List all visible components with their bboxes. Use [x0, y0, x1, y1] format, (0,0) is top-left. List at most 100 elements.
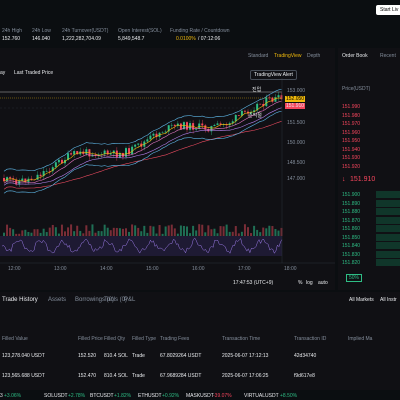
ticker-change: +3.06%: [4, 393, 22, 399]
volume-bar: [231, 231, 234, 236]
cell: 810.4 SOL: [104, 353, 128, 359]
candle-body: [265, 97, 268, 107]
volume-bar: [39, 232, 42, 236]
candle-body: [134, 144, 137, 147]
volume-bar: [54, 227, 57, 236]
volume-bar: [222, 226, 225, 236]
candle-body: [48, 170, 51, 172]
volume-bar: [259, 232, 262, 236]
candle-body: [91, 154, 94, 157]
volume-bar: [60, 224, 63, 236]
trade-tab[interactable]: Trade History: [2, 297, 38, 303]
ma-line: [3, 110, 282, 194]
volume-bar: [173, 228, 176, 236]
price-type: Last Traded Price: [14, 70, 54, 76]
cell: Trade: [132, 353, 145, 359]
volume-bar: [247, 227, 249, 236]
cell: 2025-06-07 17:06:25: [222, 373, 269, 379]
view-tab: Standard: [248, 53, 269, 59]
volume-bar: [57, 233, 60, 236]
volume-bar: [164, 226, 167, 236]
cell: 67.8029264 USDT: [160, 353, 202, 359]
ticker-change: -39.07%: [213, 393, 232, 399]
bid-price: 151.850: [342, 234, 361, 241]
volume-bar: [152, 226, 155, 236]
bid-price: 151.870: [342, 217, 361, 224]
time-axis-label: 12:00: [8, 266, 21, 272]
volume-bar: [195, 230, 198, 236]
volume-bar: [24, 229, 27, 236]
volume-bar: [161, 233, 164, 236]
cell: 123,565.688 USDT: [2, 373, 45, 379]
volume-bar: [237, 233, 240, 236]
volume-bar: [137, 227, 140, 236]
trade-tab[interactable]: Borrowings (0): [75, 297, 115, 303]
volume-bar: [42, 228, 45, 236]
candle-body: [253, 110, 256, 112]
candle-body: [210, 126, 213, 132]
ask-price: 151.980: [342, 112, 361, 119]
candle-body: [106, 150, 109, 155]
depth-bar: [376, 191, 400, 198]
candle-body: [36, 174, 39, 180]
ticker-change: +8.50%: [280, 393, 298, 399]
column-header: Transaction Time: [222, 336, 261, 342]
cell: 2025-06-07 17:12:13: [222, 353, 269, 359]
candle-body: [243, 110, 246, 112]
candle-body: [277, 95, 280, 98]
volume-bar: [274, 229, 277, 236]
countdown: / 07:12:06: [198, 36, 221, 42]
candle-body: [70, 153, 73, 155]
volume-bar: [204, 232, 207, 236]
price-axis-label: 147.000: [287, 176, 306, 182]
volume-bar: [170, 224, 173, 236]
chart-control: %: [298, 280, 303, 286]
start-button[interactable]: Start Liv: [376, 5, 400, 15]
tv-alert[interactable]: TradingView Alert: [250, 70, 297, 80]
trade-tab[interactable]: Tools (0): [104, 297, 128, 303]
ma-line: [3, 97, 282, 182]
volume-bar: [131, 224, 134, 236]
ticker-symbol: 3: [0, 393, 3, 399]
candle-body: [39, 174, 42, 177]
ma-line: [3, 107, 282, 186]
trade-tab[interactable]: Assets: [48, 297, 67, 303]
candle-body: [152, 133, 155, 136]
volume-bar: [167, 225, 170, 236]
stat-value: 152.760: [2, 36, 21, 42]
candle-body: [204, 125, 207, 130]
ask-price: 151.960: [342, 129, 361, 136]
candle-body: [219, 123, 222, 125]
volume-bar: [70, 224, 73, 236]
trade-tab[interactable]: P&L: [124, 297, 136, 303]
volume-bar: [271, 226, 274, 236]
volume-bar: [27, 232, 30, 236]
candle-body: [54, 162, 57, 168]
funding-label: Funding Rate / Countdown: [170, 28, 230, 34]
volume-bar: [189, 233, 192, 236]
volume-bar: [36, 229, 39, 236]
ticker-change: +2.78%: [68, 393, 86, 399]
candle-body: [21, 178, 24, 181]
volume-bar: [253, 225, 256, 236]
ticker-change: +0.92%: [162, 393, 180, 399]
ask-price: 151.930: [342, 155, 361, 161]
volume-bar: [213, 228, 216, 236]
volume-bar: [88, 230, 91, 236]
candle-body: [51, 167, 54, 172]
volume-bar: [64, 231, 66, 236]
time-axis-label: 13:00: [54, 266, 67, 272]
ticker-symbol: SOLUSDT: [44, 393, 68, 399]
candle-body: [57, 159, 60, 163]
volume-bar: [277, 230, 280, 236]
candle-body: [42, 171, 45, 177]
volume-bar: [201, 224, 204, 236]
candle-body: [76, 151, 79, 155]
price-tag: 152.050: [285, 96, 306, 102]
volume-bar: [48, 227, 51, 236]
volume-bar: [103, 224, 106, 236]
volume-bar: [225, 224, 228, 236]
view-tab: Depth: [307, 53, 321, 59]
candle-body: [125, 148, 127, 157]
volume-bar: [12, 229, 15, 236]
